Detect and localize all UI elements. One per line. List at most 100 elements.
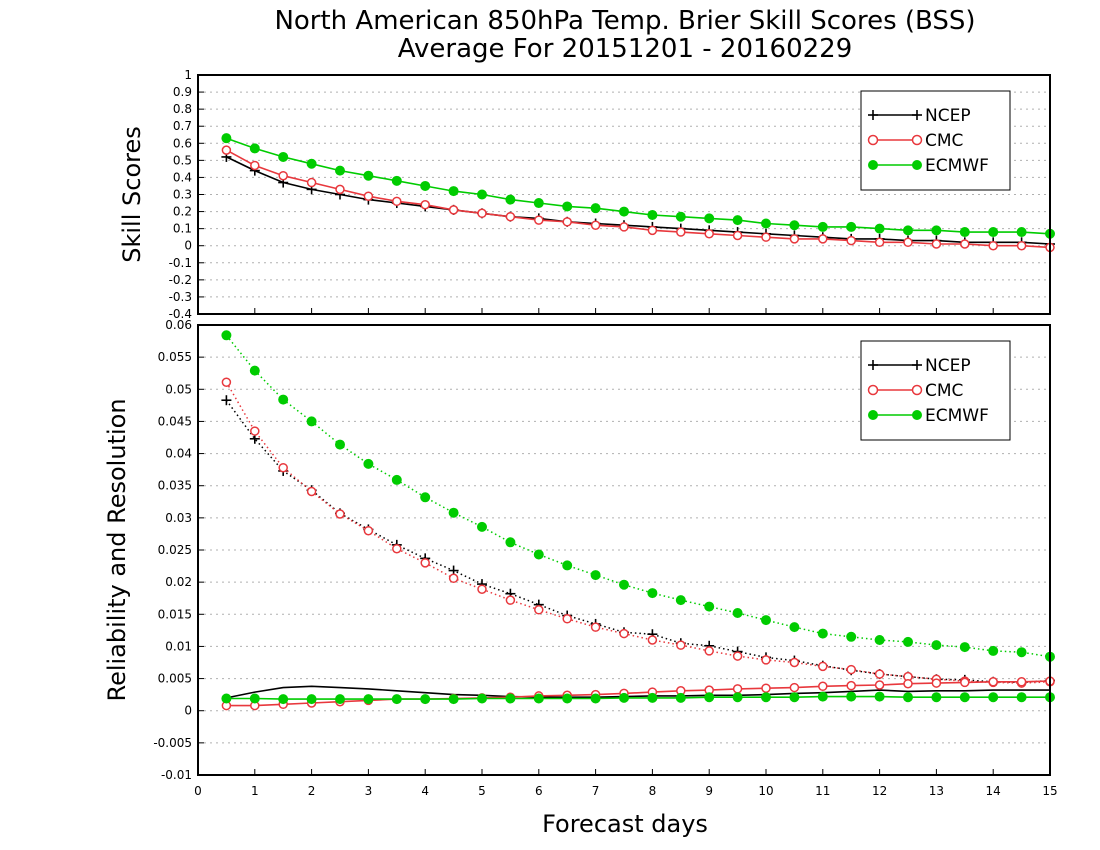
legend-marker-ecmwf <box>868 410 878 420</box>
data-point-ecmwf <box>761 615 771 626</box>
data-point-cmc <box>534 605 544 615</box>
data-point-ecmwf <box>675 595 686 606</box>
y-tick-label: 0.4 <box>173 170 192 184</box>
data-point-cmc <box>221 377 232 387</box>
data-point-ecmwf <box>306 694 317 705</box>
data-point-cmc <box>874 669 885 679</box>
data-point-cmc <box>278 462 288 473</box>
y-tick-label: 0.06 <box>165 318 192 332</box>
data-point-ecmwf <box>278 151 289 162</box>
y-tick-label: 0.1 <box>173 222 192 236</box>
data-point-ecmwf <box>675 692 686 703</box>
data-point-ecmwf <box>363 694 374 705</box>
data-point-ecmwf <box>817 628 828 639</box>
data-point-ecmwf <box>420 492 431 503</box>
legend: NCEP CMC ECMWF <box>860 340 1011 441</box>
x-tick-label: 5 <box>478 784 486 798</box>
data-point-ecmwf <box>846 221 857 232</box>
data-point-ecmwf <box>761 692 771 703</box>
x-axis-label: Forecast days <box>542 810 708 838</box>
reliability-resolution-panel: -0.01 -0.005 0 0.005 0.01 0.015 0.02 0.025 0.03 0… <box>103 318 1055 782</box>
legend-label-ncep: NCEP <box>925 356 971 376</box>
data-point-ecmwf <box>817 691 828 702</box>
data-point-ecmwf <box>1016 692 1027 703</box>
legend-marker-ecmwf <box>912 160 922 170</box>
x-tick-label: 15 <box>1042 784 1057 798</box>
data-point-cmc <box>306 486 317 497</box>
data-point-cmc <box>732 684 743 694</box>
data-point-cmc <box>448 573 459 584</box>
data-point-cmc <box>590 622 601 632</box>
y-tick-label: 0.055 <box>158 350 192 364</box>
legend-marker-cmc <box>911 134 923 146</box>
series-line-ecmwf-resolution <box>225 334 1051 658</box>
data-point-ecmwf <box>931 640 942 651</box>
legend-marker-cmc <box>911 384 923 396</box>
data-point-cmc <box>818 661 828 672</box>
data-point-ecmwf <box>477 189 487 200</box>
y-tick-label: 0.5 <box>173 153 192 167</box>
data-point-ecmwf <box>704 692 715 703</box>
data-point-cmc <box>562 217 572 227</box>
data-point-cmc <box>647 635 658 645</box>
legend-marker-ncep <box>912 110 922 120</box>
data-point-ecmwf <box>505 693 516 704</box>
data-point-ecmwf <box>249 693 260 704</box>
data-point-cmc <box>789 234 800 244</box>
data-point-ecmwf <box>903 225 913 236</box>
y-tick-label: 1 <box>184 68 192 82</box>
data-point-cmc <box>562 614 572 624</box>
data-point-cmc <box>477 584 487 594</box>
data-point-ecmwf <box>391 175 402 186</box>
y-tick-label: -0.005 <box>153 736 192 750</box>
data-point-cmc <box>704 646 714 656</box>
data-point-cmc <box>676 227 686 237</box>
data-point-ecmwf <box>249 365 260 376</box>
data-point-cmc <box>704 229 714 239</box>
y-tick-label: 0.9 <box>173 85 192 99</box>
data-point-cmc <box>732 651 743 661</box>
data-point-cmc <box>590 220 601 230</box>
x-tick-label: 8 <box>649 784 657 798</box>
y-tick-label: 0.05 <box>165 382 192 396</box>
data-point-ecmwf <box>590 570 601 581</box>
x-tick-label: 6 <box>535 784 543 798</box>
x-tick-label: 12 <box>872 784 887 798</box>
data-point-ecmwf <box>505 537 516 548</box>
y-tick-label: -0.01 <box>161 768 192 782</box>
data-point-ecmwf <box>846 691 857 702</box>
data-point-ecmwf <box>732 215 743 226</box>
data-point-ecmwf <box>477 521 487 532</box>
legend-marker-ecmwf <box>912 410 922 420</box>
data-point-cmc <box>392 196 402 207</box>
data-point-ecmwf <box>335 439 345 450</box>
data-point-ecmwf <box>533 693 544 704</box>
x-tick-label: 9 <box>705 784 713 798</box>
data-point-ecmwf <box>562 201 573 212</box>
data-point-cmc <box>420 558 430 568</box>
data-point-cmc <box>250 160 260 171</box>
data-point-cmc <box>789 657 800 668</box>
data-point-ecmwf <box>959 692 970 703</box>
data-point-ecmwf <box>903 692 913 703</box>
data-point-ecmwf <box>335 694 345 705</box>
data-point-cmc <box>647 225 658 236</box>
y-tick-label: 0.04 <box>165 447 192 461</box>
data-point-ecmwf <box>647 209 658 220</box>
data-point-ecmwf <box>448 694 459 705</box>
data-point-ecmwf <box>533 198 544 209</box>
data-point-cmc <box>221 145 232 155</box>
data-point-ecmwf <box>647 588 658 599</box>
y-tick-label: -0.2 <box>169 273 192 287</box>
x-tick-label: 4 <box>421 784 429 798</box>
data-point-cmc <box>874 237 885 248</box>
legend: NCEP CMC ECMWF <box>860 90 1011 191</box>
data-point-ecmwf <box>817 221 828 232</box>
data-point-ecmwf <box>874 635 885 645</box>
data-point-cmc <box>931 678 942 688</box>
data-point-cmc <box>818 234 828 244</box>
data-point-cmc <box>1016 240 1027 251</box>
y-tick-label: 0.8 <box>173 102 192 116</box>
data-point-ecmwf <box>590 203 601 214</box>
